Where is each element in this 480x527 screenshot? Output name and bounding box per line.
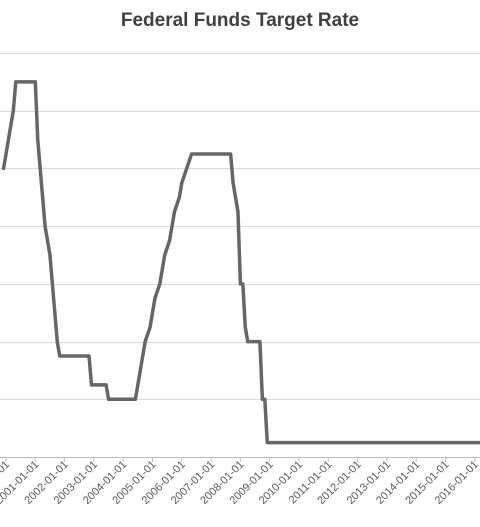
- x-axis: 2000-01-012001-01-012002-01-012003-01-01…: [0, 457, 480, 507]
- series-layer: [1, 80, 480, 445]
- chart-title: Federal Funds Target Rate: [120, 10, 360, 31]
- series-line-0: [1, 80, 480, 445]
